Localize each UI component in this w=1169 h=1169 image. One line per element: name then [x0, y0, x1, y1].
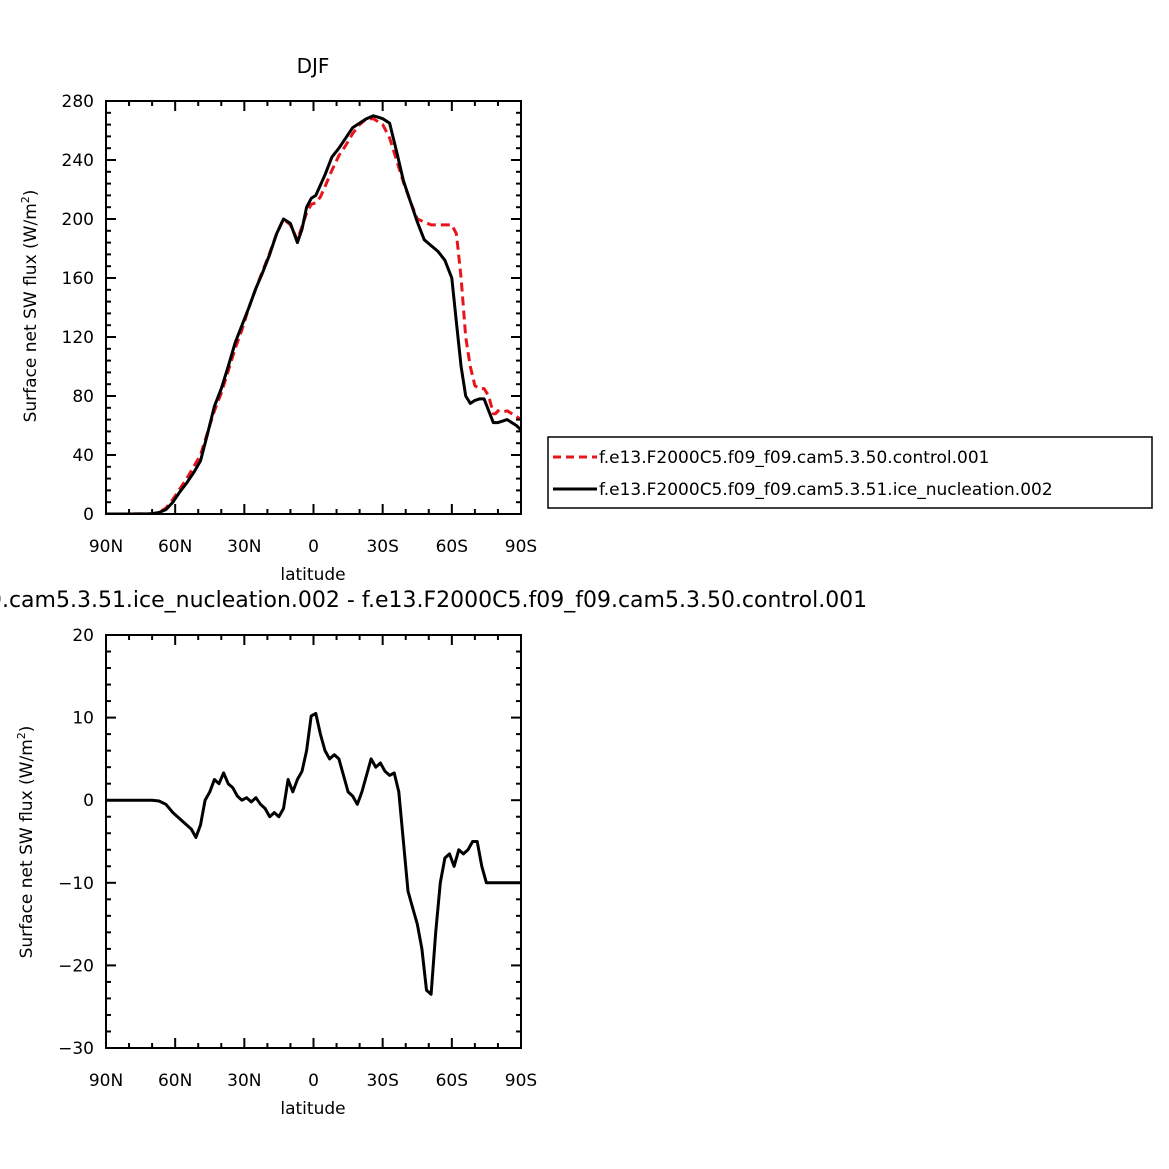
x-tick-label-top: 60S — [436, 537, 468, 557]
y-tick-label-bottom: −20 — [58, 956, 94, 976]
y-tick-label-top: 0 — [83, 505, 94, 525]
y-axis-label-top-tail: ) — [21, 190, 41, 197]
y-tick-label-top: 200 — [62, 210, 94, 230]
legend-label-control: f.e13.F2000C5.f09_f09.cam5.3.50.control.… — [599, 448, 990, 468]
plot-area-bottom: 90N 60N 30N 0 30S 60S 90S −30 −20 −10 0 10 20 — [58, 626, 537, 1091]
y-tick-label-top: 160 — [62, 269, 94, 289]
x-tick-label-bottom: 0 — [308, 1071, 319, 1091]
x-tick-label-bottom: 90N — [89, 1071, 123, 1091]
y-tick-label-top: 40 — [72, 446, 94, 466]
plot-frame-bottom — [105, 634, 522, 1049]
plot-area-top: 90N 60N 30N 0 30S 60S 90S 0 40 80 120 160 200 240 280 — [62, 92, 538, 557]
x-tick-label-top: 60N — [158, 537, 192, 557]
y-tick-label-bottom: 20 — [72, 626, 94, 646]
y-tick-label-bottom: −30 — [58, 1039, 94, 1059]
y-tick-label-top: 120 — [62, 328, 94, 348]
y-tick-label-top: 280 — [62, 92, 94, 112]
y-axis-label-bottom-sup: 2 — [15, 732, 28, 739]
x-axis-label-bottom: latitude — [280, 1099, 345, 1119]
x-tick-label-top: 30N — [227, 537, 261, 557]
series-line-top-1 — [106, 114, 521, 514]
plot-frame-top — [105, 100, 522, 515]
y-tick-label-bottom: 10 — [72, 709, 94, 729]
series-line-bottom-0 — [106, 712, 521, 996]
y-tick-label-top: 80 — [72, 387, 94, 407]
legend: f.e13.F2000C5.f09_f09.cam5.3.50.control.… — [547, 436, 1153, 509]
x-tick-label-top: 0 — [308, 537, 319, 557]
x-axis-label-top: latitude — [280, 565, 345, 585]
y-tick-label-bottom: 0 — [83, 791, 94, 811]
chart-title-top: DJF — [297, 54, 330, 78]
y-axis-label-bottom-tail: ) — [17, 726, 37, 733]
x-tick-label-top: 30S — [366, 537, 398, 557]
panel-bottom-difference: f.e13.F2000C5.f09_f09.cam5.3.51.ice_nucl… — [0, 588, 867, 1119]
chart-title-bottom: f.e13.F2000C5.f09_f09.cam5.3.51.ice_nucl… — [0, 588, 867, 613]
x-tick-label-bottom: 30N — [227, 1071, 261, 1091]
y-tick-label-bottom: −10 — [58, 874, 94, 894]
y-axis-label-top-sup: 2 — [19, 196, 32, 203]
x-tick-label-bottom: 60S — [436, 1071, 468, 1091]
x-tick-label-bottom: 30S — [366, 1071, 398, 1091]
legend-label-ice-nucleation: f.e13.F2000C5.f09_f09.cam5.3.51.ice_nucl… — [599, 480, 1053, 500]
y-axis-label-bottom: Surface net SW flux (W/m2) — [15, 726, 37, 959]
x-tick-label-bottom: 90S — [505, 1071, 537, 1091]
y-axis-label-top-main: Surface net SW flux (W/m — [21, 203, 41, 422]
x-tick-label-top: 90S — [505, 537, 537, 557]
panel-top-zonal-mean: DJF 90N 60N 30N 0 30S 60S 90S 0 40 80 120 160 200 240… — [19, 54, 537, 585]
x-tick-label-top: 90N — [89, 537, 123, 557]
series-line-top-0 — [106, 117, 521, 514]
y-axis-label-top: Surface net SW flux (W/m2) — [19, 190, 41, 423]
legend-box — [547, 436, 1153, 509]
y-tick-label-top: 240 — [62, 151, 94, 171]
y-axis-label-bottom-main: Surface net SW flux (W/m — [17, 739, 37, 958]
x-tick-label-bottom: 60N — [158, 1071, 192, 1091]
